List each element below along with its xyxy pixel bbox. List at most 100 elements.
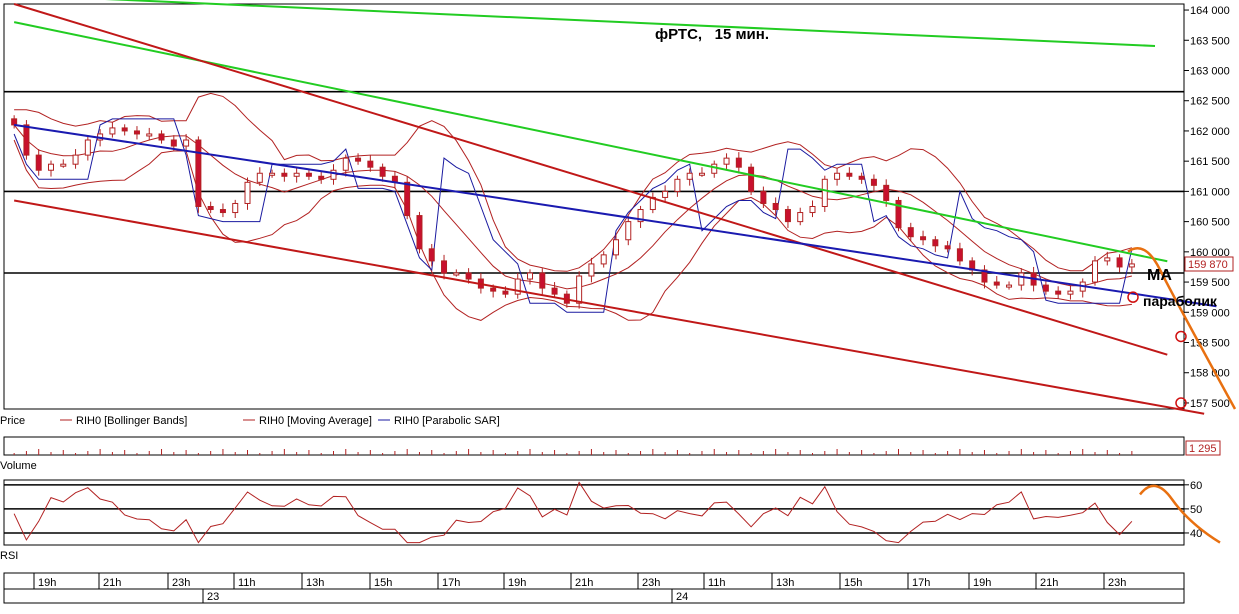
bollinger-upper [14, 92, 1133, 272]
y-tick-label: 157 500 [1190, 398, 1230, 410]
candle [895, 196, 902, 232]
candle [183, 133, 190, 152]
y-tick-label: 162 500 [1190, 96, 1230, 108]
candle [576, 271, 583, 309]
candle [1055, 286, 1062, 299]
y-tick-label: 161 000 [1190, 186, 1230, 198]
y-tick-label: 163 000 [1190, 65, 1230, 77]
candle [219, 203, 226, 218]
last-price-box [1184, 256, 1234, 272]
candle [305, 169, 312, 180]
time-tick-label: 19h [508, 577, 526, 589]
time-tick-label: 21h [1040, 577, 1058, 589]
candle [60, 159, 67, 168]
candle [870, 174, 877, 191]
candle [355, 153, 362, 165]
y-tick-label: 160 500 [1190, 217, 1230, 229]
candle [858, 172, 865, 184]
time-tick-label: 13h [306, 577, 324, 589]
candle [981, 265, 988, 289]
time-tick-label: 21h [103, 577, 121, 589]
candle [723, 153, 730, 170]
candle [84, 136, 91, 161]
candle [956, 242, 963, 266]
time-axis [3, 572, 1185, 604]
candle [428, 243, 435, 267]
y-tick-label: 158 000 [1190, 368, 1230, 380]
candle [993, 276, 1000, 289]
candle [1018, 268, 1025, 291]
candle [367, 155, 374, 172]
time-tick-label: 11h [708, 577, 726, 589]
candle [698, 167, 705, 177]
candle [47, 160, 54, 177]
legend-moving-average: RIH0 [Moving Average] [259, 415, 372, 427]
candle [686, 168, 693, 186]
candle [256, 167, 263, 186]
legend-price: Price [0, 415, 25, 427]
candle [735, 152, 742, 174]
candle [281, 168, 288, 182]
candle [293, 167, 300, 183]
candle [834, 168, 841, 186]
time-tick-label: 23h [642, 577, 660, 589]
candle [342, 154, 349, 177]
candle [1042, 281, 1049, 295]
time-tick-label: 15h [374, 577, 392, 589]
candle [146, 127, 153, 141]
candle [1006, 281, 1013, 290]
candle [453, 269, 460, 277]
forecast-target [1127, 291, 1139, 303]
candle [551, 282, 558, 298]
candle [748, 163, 755, 196]
candle [318, 171, 325, 184]
time-tick-label: 21h [575, 577, 593, 589]
candle [600, 251, 607, 268]
candle [514, 272, 521, 299]
volume-label: Volume [0, 460, 37, 472]
candle [527, 269, 534, 285]
y-tick-label: 162 000 [1190, 126, 1230, 138]
time-tick-label: 17h [442, 577, 460, 589]
rsi-label: RSI [0, 550, 18, 562]
last-price-label: 159 870 [1188, 259, 1228, 271]
candle [944, 240, 951, 253]
candle [539, 268, 546, 295]
candle [907, 222, 914, 242]
legend-bollinger: RIH0 [Bollinger Bands] [76, 415, 187, 427]
rsi-tick-label: 60 [1190, 480, 1202, 492]
time-tick-label: 11h [238, 577, 256, 589]
candle [1116, 254, 1123, 273]
candle [232, 199, 239, 218]
time-tick-label: 17h [912, 577, 930, 589]
candle [932, 236, 939, 253]
rsi-forecast-arrow [1139, 484, 1221, 544]
rsi-line [13, 481, 1133, 544]
rsi-panel [3, 479, 1185, 546]
candle [109, 121, 116, 138]
y-tick-label: 163 500 [1190, 35, 1230, 47]
rsi-tick-label: 40 [1190, 528, 1202, 540]
chart-title: фРТС, 15 мин. [655, 26, 769, 43]
time-tick-label: 13h [776, 577, 794, 589]
forecast-target [1175, 330, 1187, 343]
candle [195, 136, 202, 213]
candle [1128, 259, 1135, 274]
candle [1067, 285, 1074, 300]
candle [637, 205, 644, 228]
candle [404, 176, 411, 220]
candle [846, 167, 853, 180]
y-tick-label: 164 000 [1190, 5, 1230, 17]
time-tick-label: 19h [973, 577, 991, 589]
trend-line-blue-ma [13, 123, 1217, 308]
candle [72, 149, 79, 169]
candle [674, 175, 681, 197]
forecast-arrow [1127, 247, 1237, 410]
candle [809, 200, 816, 218]
candle [784, 205, 791, 228]
volume-value-box [1185, 440, 1221, 456]
trend-line-green-upper [105, 0, 1156, 47]
time-tick-label: 23h [172, 577, 190, 589]
candle [441, 254, 448, 280]
candle [330, 164, 337, 185]
